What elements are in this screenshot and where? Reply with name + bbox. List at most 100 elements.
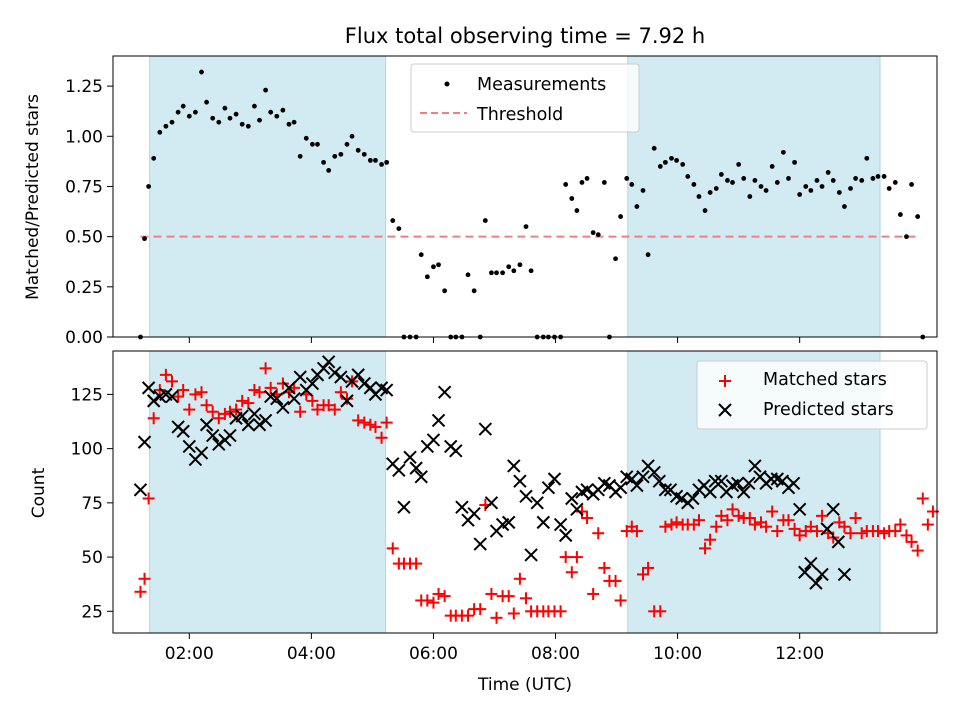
predicted-star-point [798,565,812,579]
measurement-point [210,115,216,121]
legend-matched-marker [719,375,731,387]
measurement-point [662,159,668,165]
measurement-point [489,270,494,276]
bottom-xtick-label: 06:00 [409,644,458,664]
measurement-point [718,172,724,177]
x-axis-label: Time (UTC) [477,675,572,695]
measurement-point [506,264,512,270]
predicted-star-point [379,383,394,397]
matched-star-point [462,609,475,622]
measurement-point [227,115,233,121]
matched-star-point [364,418,377,431]
legend-measurements-marker [444,81,450,87]
bottom-panel: 25 50 75 100 125 02:00 04:00 06:00 08:00 10:00 12… [29,350,939,695]
predicted-star-point [241,418,256,432]
measurement-point [216,119,222,125]
measurement-point [574,208,580,213]
bottom-xtick-label: 10:00 [653,644,702,664]
bottom-ytick-label: 75 [81,494,103,514]
matched-star-point [889,525,902,538]
measurement-point [494,270,499,276]
top-y-ticks: 0.00 0.25 0.50 0.75 1.00 1.25 [65,77,113,348]
matched-star-point [732,509,745,522]
measurement-point [842,204,847,209]
matched-star-point [878,527,891,540]
matched-star-point [581,512,594,525]
matched-star-point [236,394,249,407]
matched-star-point [743,512,756,525]
matched-star-point [259,362,272,375]
measurement-point [696,194,702,199]
predicted-star-point [513,474,527,488]
predicted-star-point [205,428,220,443]
measurement-point [915,214,921,219]
top-ytick-label: 0.25 [65,278,103,298]
measurement-point [904,234,909,240]
matched-star-point [147,412,160,425]
predicted-star-point [553,517,568,532]
measurement-point [511,268,517,274]
predicted-star-point [165,389,179,404]
measurement-point [268,109,274,115]
matched-star-point [138,572,151,585]
bottom-ytick-label: 125 [71,385,103,405]
matched-star-point [134,585,147,598]
measurement-point [892,180,898,185]
predicted-star-point [519,489,533,504]
measurement-point [274,113,280,119]
predicted-star-point [305,376,320,391]
top-y-axis-label: Matched/Predicted stars [23,94,43,300]
matched-star-point [294,405,307,418]
measurement-point [640,188,646,193]
measurement-point [517,262,523,268]
matched-star-point [490,611,503,624]
matched-star-point [502,590,515,603]
matched-star-point [642,561,655,574]
matched-stars-points [134,362,939,624]
matched-star-point [609,574,622,587]
measurement-point [245,123,251,129]
predicted-star-point [293,370,307,384]
measurement-point [500,270,506,276]
matched-star-point [748,518,761,531]
matched-star-point [704,533,717,546]
measurement-point [736,161,742,167]
measurement-point [685,174,691,179]
matched-star-point [565,566,578,579]
matched-star-point [322,399,335,412]
measurement-point [853,176,859,181]
predicted-star-point [473,537,487,551]
matched-star-point [559,551,572,564]
measurement-point [373,157,378,163]
predicted-star-point [282,381,296,395]
matched-star-point [513,572,526,585]
predicted-star-point [737,485,751,499]
measurement-point [680,161,686,167]
matched-star-point [670,516,683,529]
matched-star-point [264,381,277,394]
predicted-star-point [742,476,756,491]
measurement-point [142,236,147,242]
matched-star-point [427,596,440,609]
predicted-star-point [541,480,556,495]
measurement-point [747,194,753,199]
top-shade-1 [627,55,881,338]
matched-star-point [218,407,231,420]
predicted-star-point [363,381,378,395]
measurement-point [713,186,719,191]
measurement-point [786,176,791,181]
measurement-point [528,268,534,274]
measurement-point [367,157,373,163]
predicted-star-point [340,394,354,408]
predicted-star-point [403,450,417,464]
predicted-star-point [630,478,644,493]
measurement-point [830,178,836,183]
matched-star-point [766,505,779,518]
measurement-point [193,109,198,115]
predicted-star-point [658,483,673,497]
matched-star-point [507,607,520,620]
measurement-point [361,151,367,157]
measurement-point [629,182,635,187]
bottom-ytick-label: 25 [81,602,103,622]
matched-star-point [654,605,667,618]
